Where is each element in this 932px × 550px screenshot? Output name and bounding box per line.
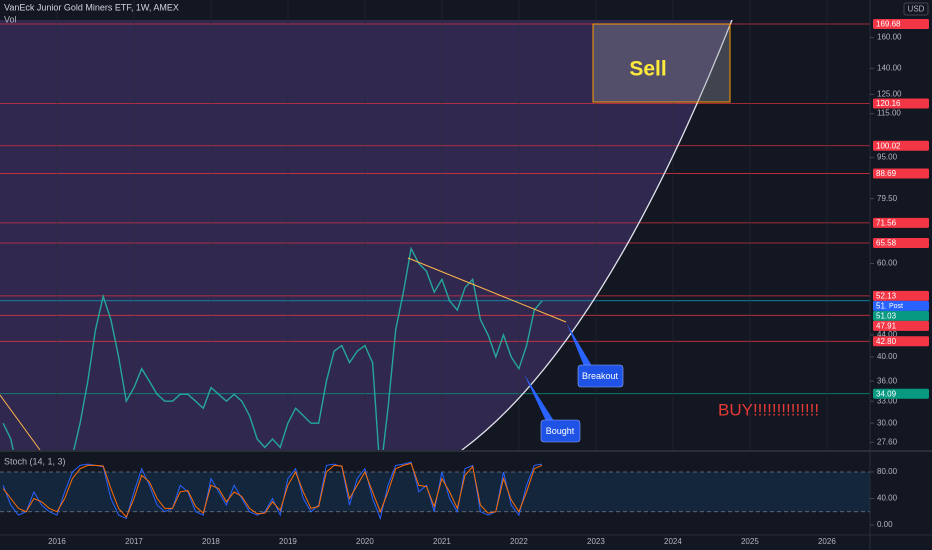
- level-tag: [873, 310, 929, 321]
- stoch-line: [2, 462, 543, 518]
- x-tick-label: 2021: [433, 537, 451, 546]
- x-tick-label: 2019: [279, 537, 297, 546]
- bought-label: Bought: [546, 426, 575, 436]
- y-tick-label: 0.00: [877, 520, 893, 529]
- level-label: 51.03: [876, 311, 897, 320]
- post-tag: [886, 300, 906, 311]
- y-tick-label: 40.00: [877, 494, 898, 503]
- level-tag: [873, 290, 929, 301]
- trend-line: [0, 394, 41, 451]
- currency-label: USD: [908, 5, 925, 14]
- y-tick-label: 125.00: [877, 89, 902, 98]
- stoch-title: Stoch (14, 1, 3): [4, 456, 66, 466]
- level-label: 120.16: [876, 99, 901, 108]
- x-tick-label: 2023: [587, 537, 605, 546]
- level-label: 47.91: [876, 321, 897, 330]
- y-tick-label: 79.50: [877, 194, 898, 203]
- breakout-callout: [577, 364, 624, 388]
- x-tick-label: 2017: [125, 537, 143, 546]
- level-tag: [873, 217, 929, 228]
- y-tick-label: 27.60: [877, 437, 898, 446]
- parabolic-curve: [461, 19, 733, 451]
- x-tick-label: 2025: [741, 537, 759, 546]
- bought-callout: [540, 419, 581, 443]
- level-label: 71.56: [876, 218, 897, 227]
- x-tick-label: 2018: [202, 537, 220, 546]
- y-tick-label: 160.00: [877, 33, 902, 42]
- level-label: 88.69: [876, 169, 897, 178]
- breakout-label: Breakout: [582, 371, 619, 381]
- y-tick-label: 36.00: [877, 376, 898, 385]
- post-label: Post: [889, 303, 903, 310]
- level-tag: [873, 237, 929, 248]
- y-tick-label: 44.00: [877, 330, 898, 339]
- callout-pointer: [524, 374, 554, 421]
- y-tick-label: 30.00: [877, 418, 898, 427]
- zone-shade: [0, 20, 732, 450]
- y-tick-label: 115.00: [877, 109, 901, 118]
- x-tick-label: 2024: [664, 537, 682, 546]
- stoch-lines: [2, 461, 543, 521]
- x-tick-label: 2020: [356, 537, 374, 546]
- level-tag: [873, 320, 929, 331]
- level-tag: [873, 168, 929, 179]
- price-axis: 160.00 140.00 125.00 115.00 95.00 79.50 60.00 4…: [48, 18, 929, 546]
- level-tag: [873, 336, 929, 347]
- level-label: 100.02: [876, 141, 901, 150]
- x-tick-label: 2026: [818, 537, 836, 546]
- level-tag: [873, 140, 929, 151]
- buy-label: BUY!!!!!!!!!!!!!!: [718, 400, 819, 419]
- x-tick-label: 2022: [510, 537, 528, 546]
- level-label: 42.80: [876, 337, 897, 346]
- price-line: [2, 246, 543, 450]
- level-label: 52.13: [876, 291, 897, 300]
- y-tick-label: 140.00: [877, 63, 902, 72]
- callout-pointer: [567, 324, 592, 366]
- y-tick-label: 95.00: [877, 153, 898, 162]
- level-tag: [873, 98, 929, 109]
- stoch-pane: [0, 461, 870, 521]
- currency-box: [903, 2, 929, 16]
- level-label: 169.68: [876, 20, 901, 29]
- y-tick-label: 33.00: [877, 396, 898, 405]
- y-tick-label: 60.00: [877, 259, 898, 268]
- x-tick-label: 2016: [48, 537, 66, 546]
- vol-label: Vol: [4, 14, 17, 24]
- y-tick-label: 80.00: [877, 467, 898, 476]
- y-tick-label: 40.00: [877, 352, 898, 361]
- level-tag: [873, 388, 929, 399]
- level-label: 65.58: [876, 239, 897, 248]
- sell-box: [592, 23, 731, 103]
- sell-label: Sell: [629, 58, 666, 81]
- chart-title: VanEck Junior Gold Miners ETF, 1W, AMEX: [4, 2, 179, 12]
- level-tag: [873, 18, 929, 29]
- trend-line: [407, 257, 567, 323]
- level-label: 34.09: [876, 389, 897, 398]
